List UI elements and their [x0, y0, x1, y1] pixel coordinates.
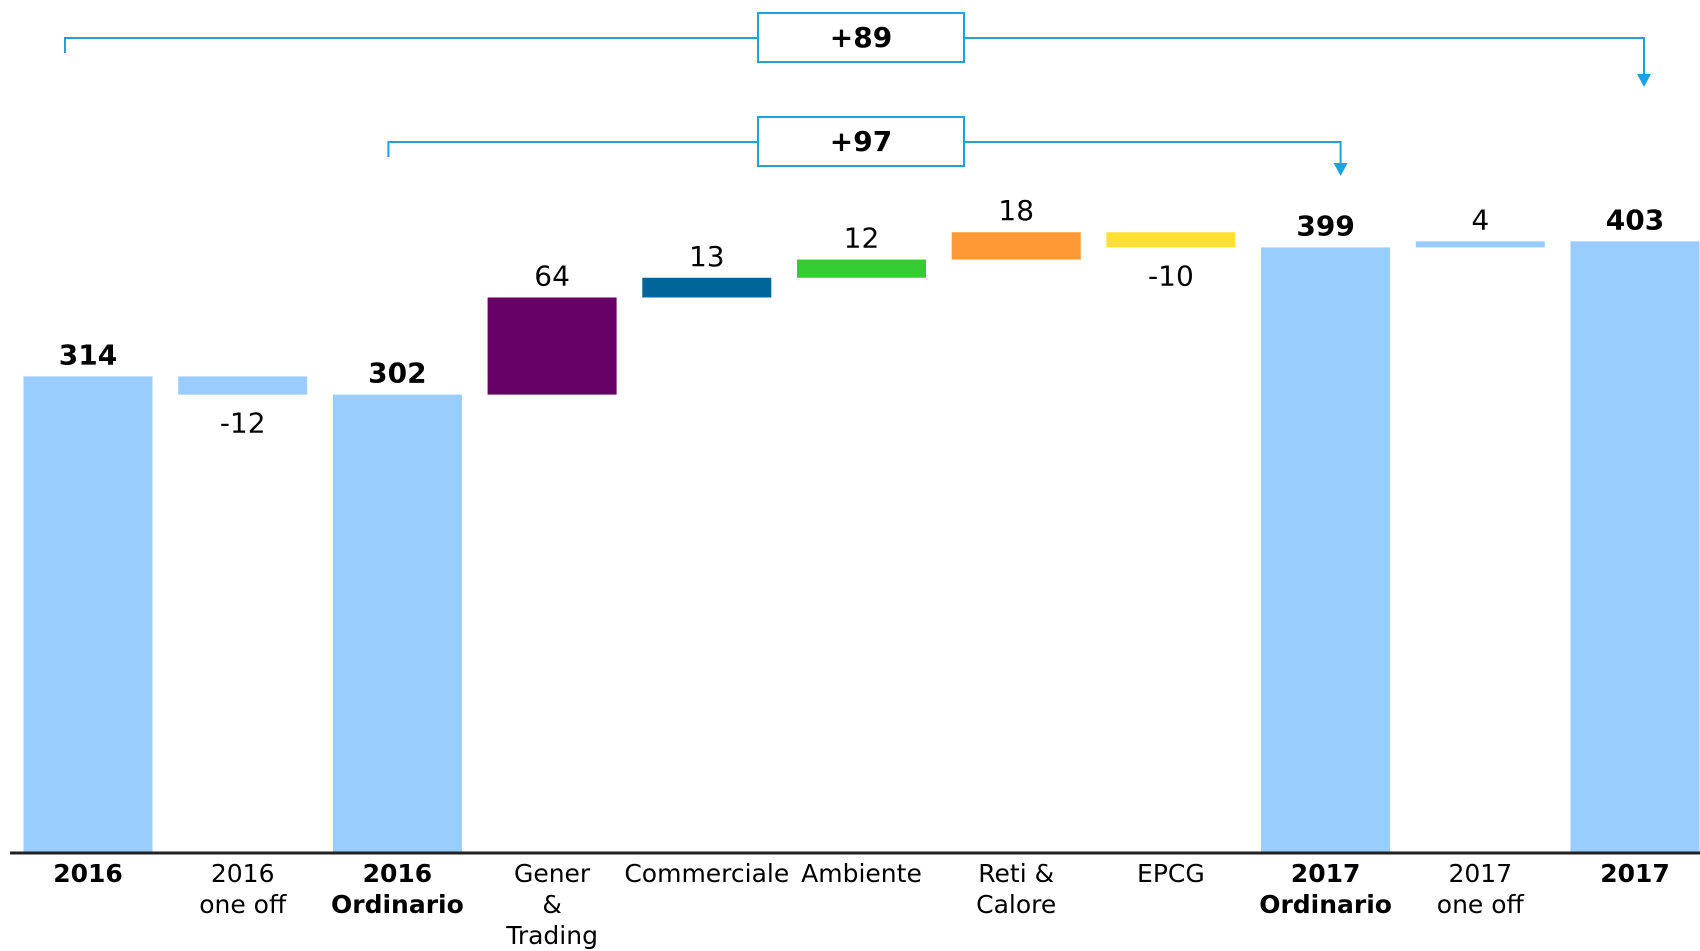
value-label: 403 [1606, 203, 1664, 236]
value-label: 64 [534, 259, 570, 292]
value-label: -12 [220, 407, 266, 440]
bar [1415, 241, 1545, 248]
category-label: Reti & Calore [976, 859, 1057, 919]
annotation-label: +89 [830, 21, 892, 54]
value-label: 12 [844, 222, 880, 255]
category-label: Ambiente [801, 859, 922, 888]
category-label: Commerciale [624, 859, 790, 888]
bar [642, 277, 772, 298]
bar [332, 394, 462, 853]
category-label: 2017 [1600, 859, 1670, 888]
category-label: 2016 [53, 859, 123, 888]
annotation-box [757, 116, 965, 167]
value-label: 314 [59, 338, 117, 371]
bar [178, 376, 308, 395]
bar [487, 297, 617, 395]
category-label: 2016 Ordinario [330, 859, 464, 919]
bar [797, 259, 926, 278]
category-label: 2016 one off [199, 859, 287, 919]
category-label: Gener & Trading [506, 859, 598, 950]
category-label: EPCG [1137, 859, 1205, 888]
bar [1261, 247, 1391, 853]
bar [951, 232, 1081, 260]
annotation-box [757, 12, 965, 63]
bracket-arrow [1637, 74, 1651, 87]
value-label: 399 [1296, 209, 1354, 242]
value-label: 13 [689, 240, 725, 273]
bracket-arrow [1333, 163, 1348, 176]
bar [1106, 232, 1236, 248]
bar [1570, 241, 1700, 854]
category-label: 2017 Ordinario [1259, 859, 1392, 919]
value-label: 18 [998, 194, 1034, 227]
bar [23, 376, 153, 853]
value-label: 4 [1471, 203, 1489, 236]
category-label: 2017 one off [1436, 859, 1524, 919]
value-label: 302 [368, 357, 426, 390]
annotation-label: +97 [830, 125, 892, 158]
value-label: -10 [1148, 259, 1194, 292]
